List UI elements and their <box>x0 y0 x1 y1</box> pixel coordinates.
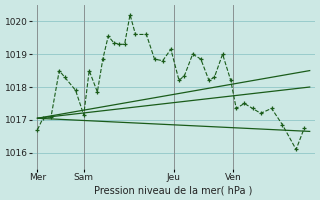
X-axis label: Pression niveau de la mer( hPa ): Pression niveau de la mer( hPa ) <box>94 185 253 195</box>
